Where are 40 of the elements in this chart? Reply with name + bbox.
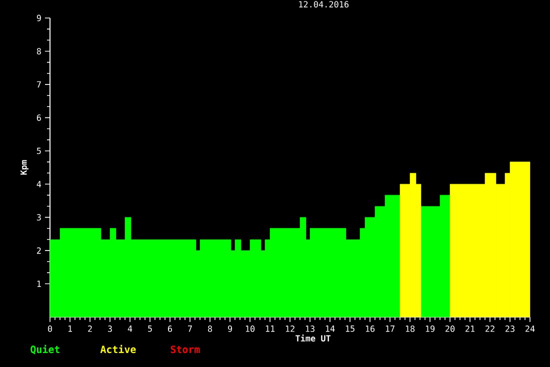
x-tick-label: 2 [88, 326, 92, 332]
y-axis-title: Kpm [20, 160, 28, 175]
x-tick-label: 14 [326, 326, 335, 332]
x-tick-label: 20 [446, 326, 455, 332]
x-tick-label: 3 [108, 326, 112, 332]
x-tick-label: 22 [486, 326, 494, 332]
x-tick-label: 10 [246, 326, 255, 332]
y-tick-label: 9 [36, 14, 41, 22]
y-tick-label: 3 [36, 214, 41, 221]
x-tick-label: 11 [266, 326, 275, 332]
x-tick-label: 21 [466, 326, 475, 332]
x-tick-label: 24 [526, 326, 535, 332]
x-tick-label: 1 [68, 326, 72, 332]
text: Active [100, 344, 136, 354]
x-tick-label: 15 [346, 326, 354, 332]
text: Quiet [30, 344, 60, 354]
x-tick-label: 13 [306, 326, 314, 332]
x-tick-label: 8 [208, 326, 212, 332]
x-tick-label: 0 [48, 326, 52, 332]
text: Storm [170, 346, 200, 354]
x-tick-label: 5 [148, 326, 152, 332]
x-tick-label: 9 [228, 326, 232, 332]
chart-title: 12.04.2016 [299, 1, 349, 8]
y-tick-label: 1 [37, 280, 41, 287]
x-axis-title: Time UT [296, 334, 331, 342]
x-tick-label: 18 [406, 326, 415, 332]
y-tick-label: 4 [36, 181, 42, 188]
x-tick-label: 16 [366, 326, 375, 332]
x-tick-label: 23 [506, 326, 514, 332]
x-tick-label: 12 [286, 326, 294, 332]
y-tick-label: 8 [36, 48, 41, 54]
y-tick-label: 2 [37, 247, 41, 254]
y-tick-label: 5 [36, 148, 41, 154]
x-tick-label: 17 [386, 326, 394, 332]
y-tick-label: 7 [36, 81, 41, 88]
y-tick-label: 6 [36, 114, 41, 121]
x-tick-label: 6 [168, 326, 172, 332]
x-tick-label: 19 [426, 326, 435, 332]
x-tick-label: 4 [128, 326, 132, 332]
x-tick-label: 7 [188, 326, 192, 332]
